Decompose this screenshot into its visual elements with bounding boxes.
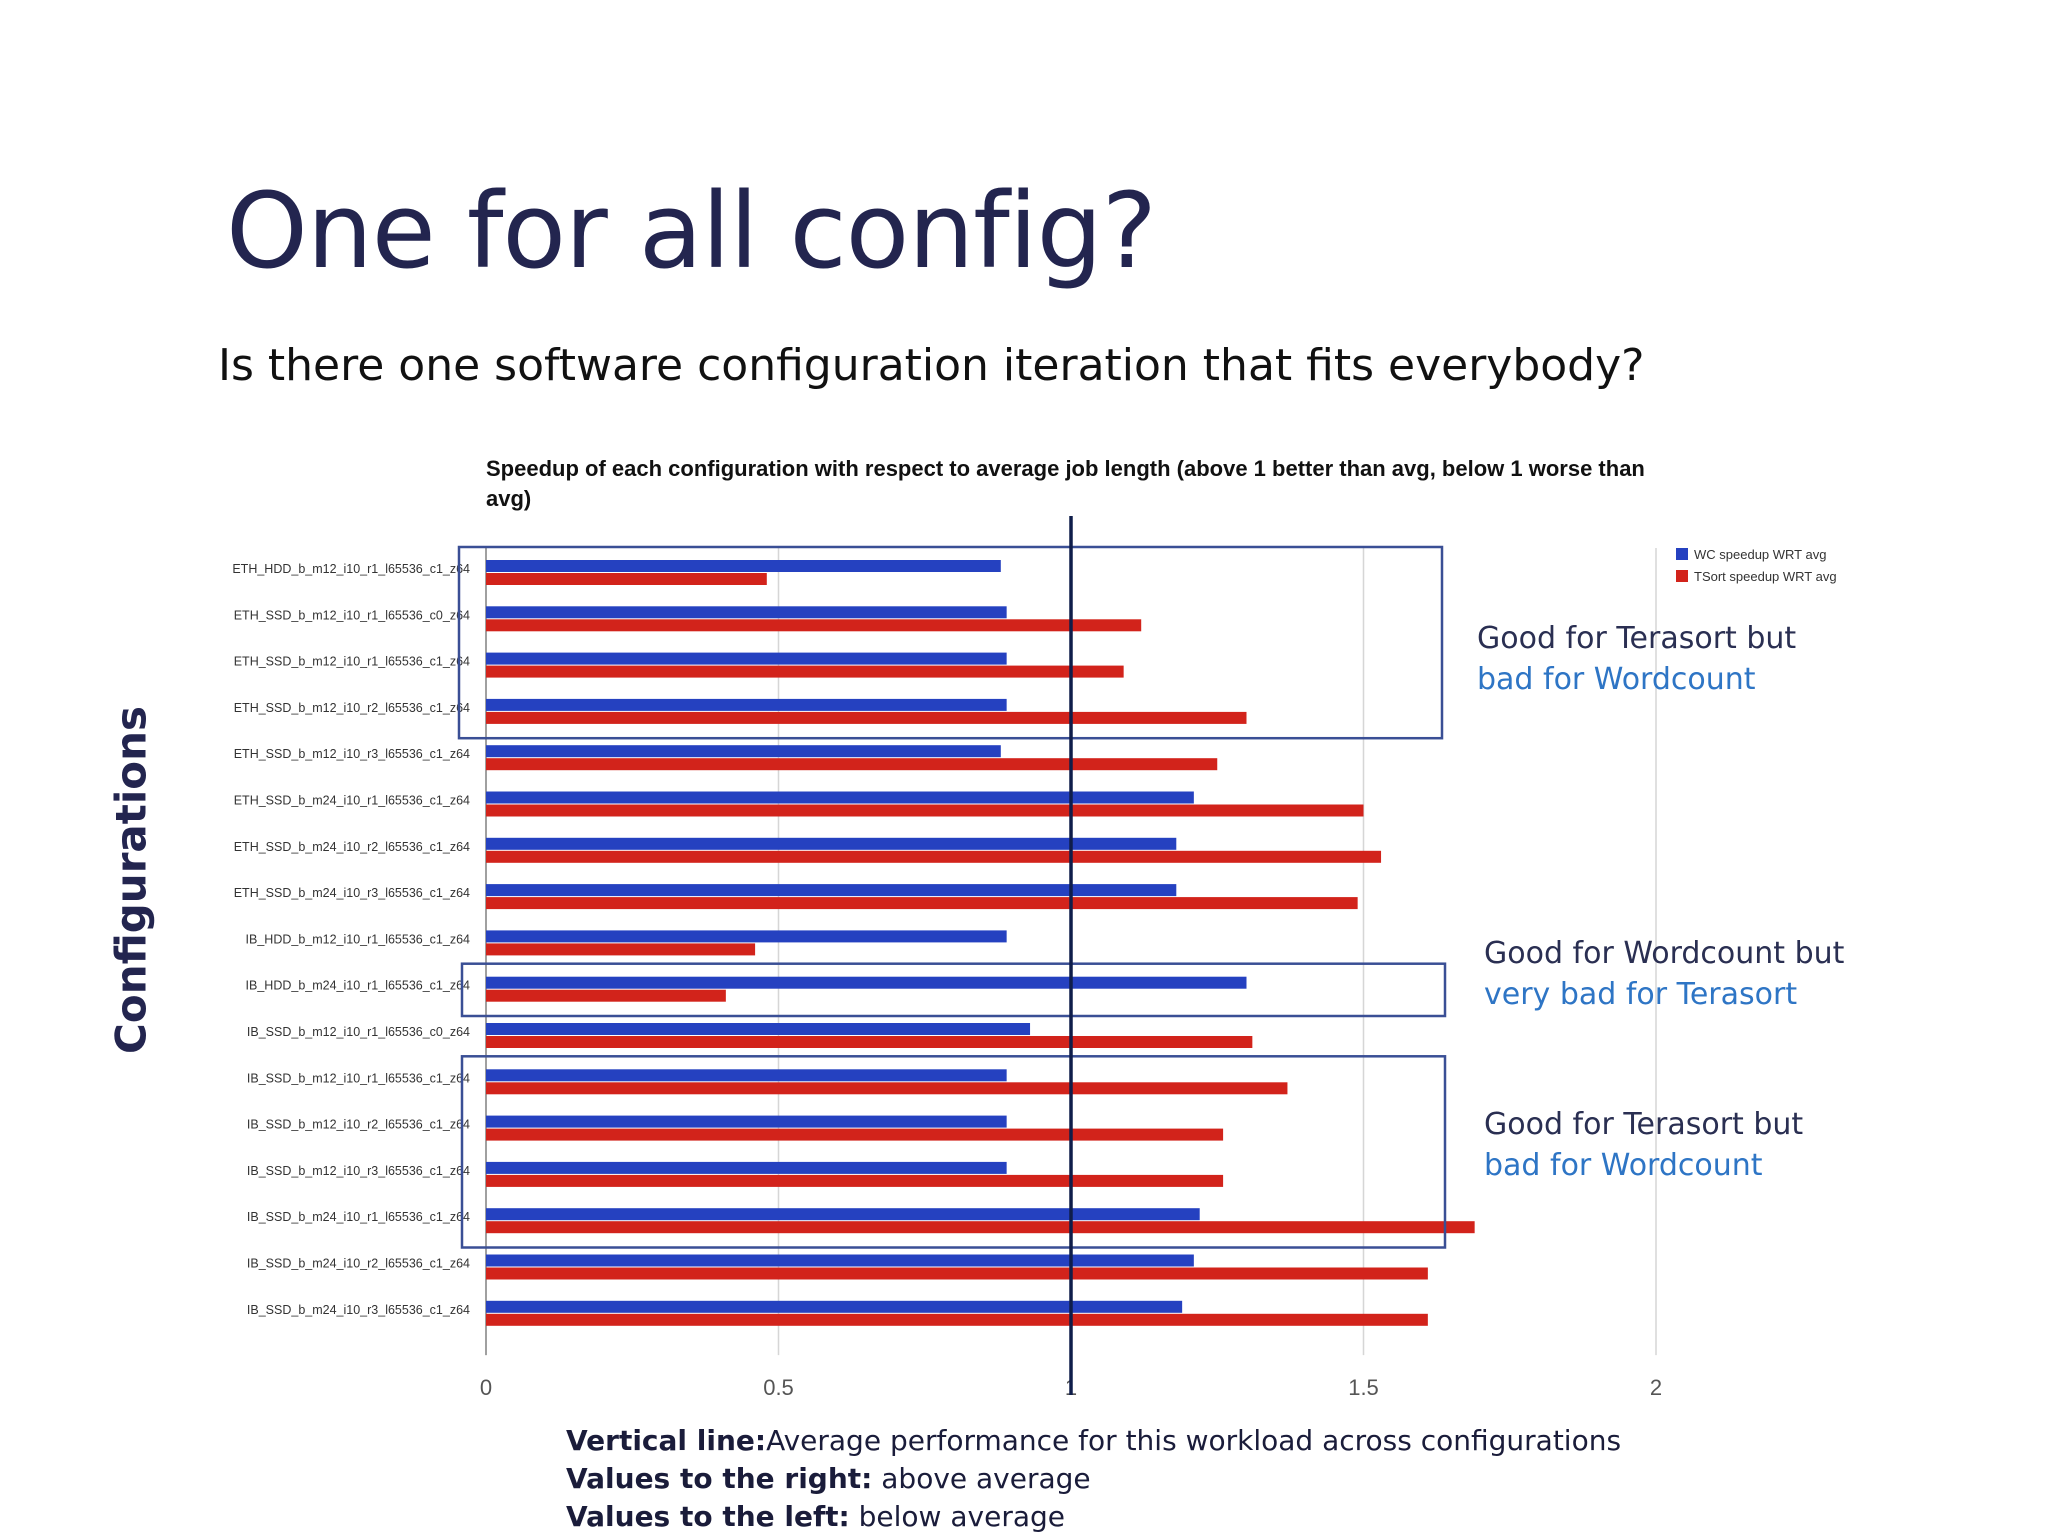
wc-bar [486, 1023, 1031, 1035]
wc-bar [486, 1254, 1194, 1267]
category-label: ETH_HDD_b_m12_i10_r1_l65536_c1_z64 [232, 562, 470, 576]
tsort-bar [486, 1267, 1428, 1280]
tsort-bar [486, 711, 1247, 724]
highlight-box [460, 1055, 1447, 1249]
category-label: ETH_SSD_b_m12_i10_r1_l65536_c0_z64 [234, 608, 470, 622]
chart-title: Speedup of each configuration with respe… [486, 456, 1645, 511]
tsort-bar [486, 619, 1142, 632]
tsort-bar [486, 665, 1124, 678]
category-label: IB_SSD_b_m12_i10_r2_l65536_c1_z64 [247, 1118, 470, 1132]
wc-bar [486, 652, 1007, 665]
annotation-line-2: bad for Wordcount [1477, 662, 1756, 697]
tsort-bar [486, 804, 1364, 817]
wc-bar [486, 745, 1001, 758]
category-label: IB_SSD_b_m12_i10_r3_l65536_c1_z64 [247, 1164, 470, 1178]
wc-bar [486, 606, 1007, 619]
category-label: IB_SSD_b_m24_i10_r2_l65536_c1_z64 [247, 1257, 470, 1271]
category-label: IB_SSD_b_m12_i10_r1_l65536_c0_z64 [247, 1025, 470, 1039]
annotation-wordcount: Good for Wordcount but very bad for Tera… [1484, 933, 1844, 1015]
category-label: ETH_SSD_b_m12_i10_r2_l65536_c1_z64 [234, 701, 470, 715]
category-label: ETH_SSD_b_m24_i10_r2_l65536_c1_z64 [234, 840, 470, 854]
x-tick-label: 1.5 [1348, 1375, 1379, 1400]
legend-label: WC speedup WRT avg [1694, 547, 1826, 562]
category-label: ETH_SSD_b_m24_i10_r1_l65536_c1_z64 [234, 794, 470, 808]
wc-bar [486, 1069, 1007, 1082]
wc-bar [486, 1300, 1183, 1313]
x-tick-label: 2 [1650, 1375, 1662, 1400]
annotation-line-1: Good for Wordcount but [1484, 936, 1845, 971]
legend-swatch [1676, 548, 1688, 560]
wc-bar [486, 884, 1177, 897]
note-values-left: Values to the left: below average [566, 1500, 1065, 1533]
legend-swatch [1676, 570, 1688, 582]
x-tick-label: 0 [480, 1375, 492, 1400]
category-label: IB_HDD_b_m24_i10_r1_l65536_c1_z64 [246, 979, 471, 993]
wc-bar [486, 791, 1194, 804]
legend-label: TSort speedup WRT avg [1694, 569, 1837, 584]
category-label: IB_SSD_b_m24_i10_r3_l65536_c1_z64 [247, 1303, 470, 1317]
tsort-bar [486, 1313, 1428, 1326]
wc-bar [486, 560, 1001, 572]
category-label: ETH_SSD_b_m12_i10_r3_l65536_c1_z64 [234, 747, 470, 761]
annotation-terasort-bottom: Good for Terasort but bad for Wordcount [1484, 1104, 1803, 1186]
tsort-bar [486, 573, 767, 585]
highlight-box [460, 962, 1447, 1018]
note-values-right: Values to the right: above average [566, 1462, 1091, 1495]
annotation-line-2: very bad for Terasort [1484, 977, 1798, 1012]
wc-bar [486, 1161, 1007, 1174]
category-label: IB_SSD_b_m12_i10_r1_l65536_c1_z64 [247, 1071, 470, 1085]
x-tick-label: 0.5 [763, 1375, 794, 1400]
annotation-line-1: Good for Terasort but [1484, 1107, 1804, 1142]
tsort-bar [486, 1221, 1475, 1234]
slide-title: One for all config? [226, 170, 1157, 292]
category-label: ETH_SSD_b_m12_i10_r1_l65536_c1_z64 [234, 655, 470, 669]
category-label: IB_HDD_b_m12_i10_r1_l65536_c1_z64 [246, 932, 471, 946]
wc-bar [486, 837, 1177, 850]
annotation-terasort-top: Good for Terasort but bad for Wordcount [1477, 618, 1796, 700]
wc-bar [486, 698, 1007, 711]
annotation-line-1: Good for Terasort but [1477, 621, 1797, 656]
wc-bar [486, 976, 1247, 989]
category-label: IB_SSD_b_m24_i10_r1_l65536_c1_z64 [247, 1210, 470, 1224]
tsort-bar [486, 850, 1382, 863]
tsort-bar [486, 989, 726, 1002]
tsort-bar [486, 1174, 1224, 1187]
wc-bar [486, 1115, 1007, 1128]
tsort-bar [486, 758, 1218, 771]
wc-bar [486, 930, 1007, 943]
wc-bar [486, 1208, 1200, 1221]
slide-subtitle: Is there one software configuration iter… [218, 340, 1645, 391]
highlight-box [457, 545, 1444, 740]
tsort-bar [486, 1036, 1253, 1048]
annotation-line-2: bad for Wordcount [1484, 1148, 1763, 1183]
tsort-bar [486, 897, 1358, 910]
note-vertical-line: Vertical line:Average performance for th… [566, 1424, 1622, 1457]
tsort-bar [486, 1082, 1288, 1095]
tsort-bar [486, 943, 756, 956]
explanation-notes: Vertical line:Average performance for th… [566, 1422, 1621, 1536]
category-label: ETH_SSD_b_m24_i10_r3_l65536_c1_z64 [234, 886, 470, 900]
tsort-bar [486, 1128, 1224, 1141]
